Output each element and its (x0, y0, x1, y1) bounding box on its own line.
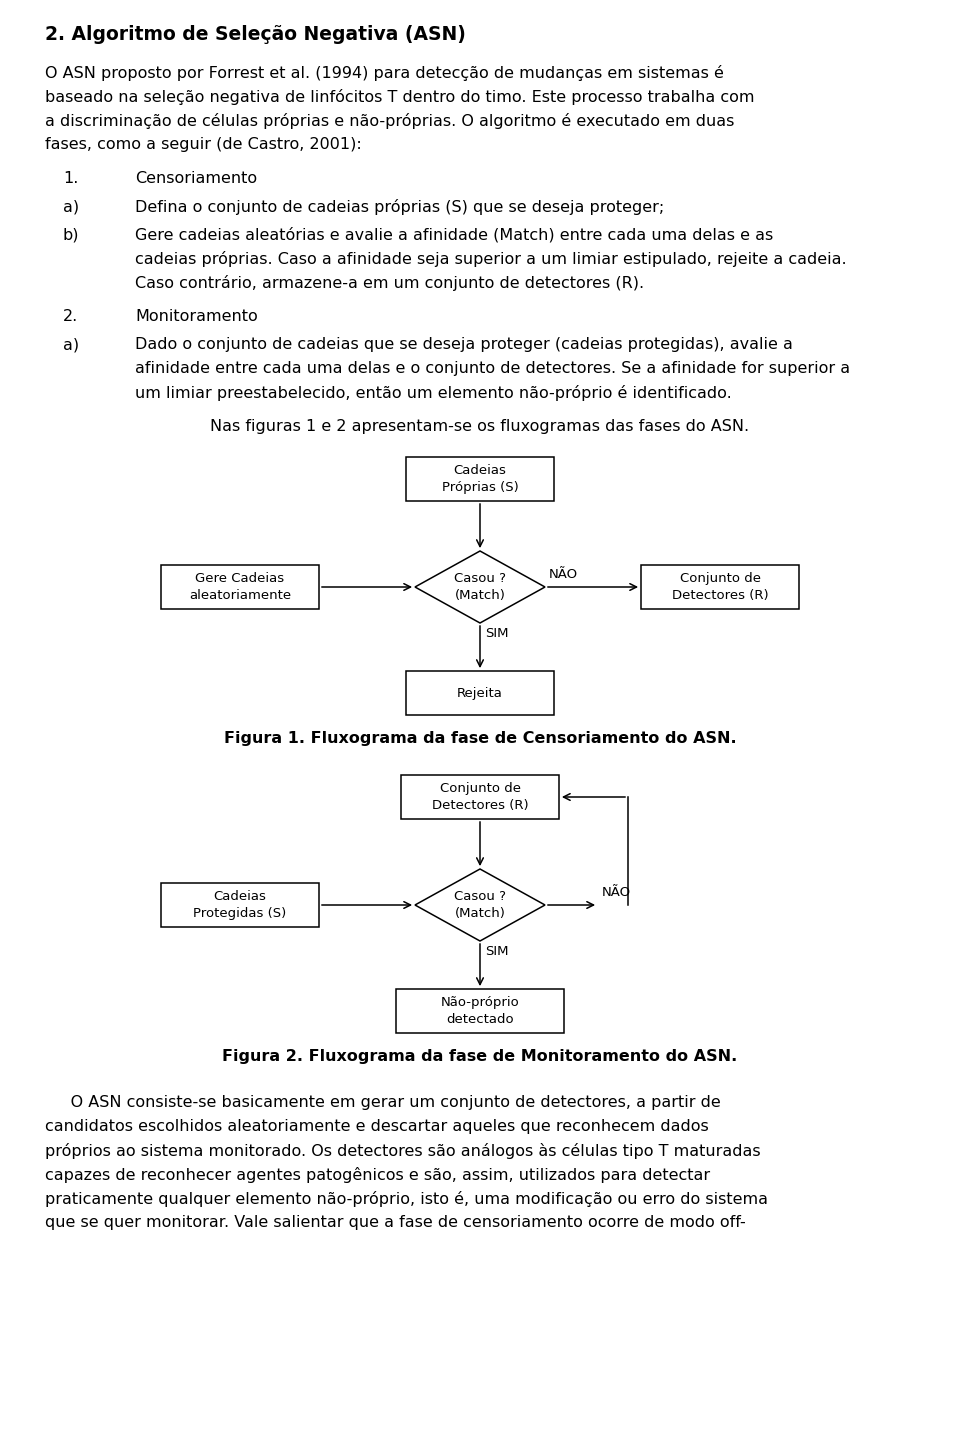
Text: Dado o conjunto de cadeias que se deseja proteger (cadeias protegidas), avalie a: Dado o conjunto de cadeias que se deseja… (135, 337, 793, 352)
Text: Monitoramento: Monitoramento (135, 309, 257, 324)
Text: a discriminação de células próprias e não-próprias. O algoritmo é executado em d: a discriminação de células próprias e nã… (45, 113, 734, 129)
Text: praticamente qualquer elemento não-próprio, isto é, uma modificação ou erro do s: praticamente qualquer elemento não-própr… (45, 1191, 768, 1207)
Text: capazes de reconhecer agentes patogênicos e são, assim, utilizados para detectar: capazes de reconhecer agentes patogênico… (45, 1167, 710, 1183)
Text: Não-próprio
detectado: Não-próprio detectado (441, 995, 519, 1026)
Text: Caso contrário, armazene-a em um conjunto de detectores (R).: Caso contrário, armazene-a em um conjunt… (135, 275, 644, 291)
Polygon shape (415, 551, 545, 623)
Text: baseado na seleção negativa de linfócitos T dentro do timo. Este processo trabal: baseado na seleção negativa de linfócito… (45, 89, 755, 105)
Text: SIM: SIM (485, 628, 509, 639)
Text: fases, como a seguir (de Castro, 2001):: fases, como a seguir (de Castro, 2001): (45, 137, 362, 153)
Text: próprios ao sistema monitorado. Os detectores são análogos às células tipo T mat: próprios ao sistema monitorado. Os detec… (45, 1144, 760, 1159)
Text: Gere Cadeias
aleatoriamente: Gere Cadeias aleatoriamente (189, 572, 291, 602)
Text: NÃO: NÃO (602, 886, 631, 899)
Text: b): b) (63, 227, 80, 243)
Text: a): a) (63, 199, 79, 214)
Text: Cadeias
Protegidas (S): Cadeias Protegidas (S) (193, 891, 287, 920)
Text: O ASN proposto por Forrest et al. (1994) para detecção de mudanças em sistemas é: O ASN proposto por Forrest et al. (1994)… (45, 65, 724, 81)
Text: Casou ?
(Match): Casou ? (Match) (454, 572, 506, 602)
Text: Nas figuras 1 e 2 apresentam-se os fluxogramas das fases do ASN.: Nas figuras 1 e 2 apresentam-se os fluxo… (210, 418, 750, 434)
Text: NÃO: NÃO (549, 568, 578, 581)
FancyBboxPatch shape (406, 458, 554, 501)
Text: Gere cadeias aleatórias e avalie a afinidade (Match) entre cada uma delas e as: Gere cadeias aleatórias e avalie a afini… (135, 227, 773, 243)
Text: Conjunto de
Detectores (R): Conjunto de Detectores (R) (432, 782, 528, 812)
Text: SIM: SIM (485, 944, 509, 958)
FancyBboxPatch shape (161, 565, 319, 609)
Text: a): a) (63, 337, 79, 352)
Text: Figura 2. Fluxograma da fase de Monitoramento do ASN.: Figura 2. Fluxograma da fase de Monitora… (223, 1049, 737, 1064)
FancyBboxPatch shape (641, 565, 799, 609)
FancyBboxPatch shape (161, 883, 319, 927)
Text: Casou ?
(Match): Casou ? (Match) (454, 891, 506, 920)
Text: Defina o conjunto de cadeias próprias (S) que se deseja proteger;: Defina o conjunto de cadeias próprias (S… (135, 199, 664, 215)
Text: Censoriamento: Censoriamento (135, 171, 257, 186)
Text: O ASN consiste-se basicamente em gerar um conjunto de detectores, a partir de: O ASN consiste-se basicamente em gerar u… (45, 1096, 721, 1110)
Text: que se quer monitorar. Vale salientar que a fase de censoriamento ocorre de modo: que se quer monitorar. Vale salientar qu… (45, 1215, 746, 1231)
Text: 2. Algoritmo de Seleção Negativa (ASN): 2. Algoritmo de Seleção Negativa (ASN) (45, 25, 466, 44)
FancyBboxPatch shape (401, 774, 559, 819)
Text: um limiar preestabelecido, então um elemento não-próprio é identificado.: um limiar preestabelecido, então um elem… (135, 385, 732, 401)
Text: Figura 1. Fluxograma da fase de Censoriamento do ASN.: Figura 1. Fluxograma da fase de Censoria… (224, 731, 736, 745)
Text: Conjunto de
Detectores (R): Conjunto de Detectores (R) (672, 572, 768, 602)
FancyBboxPatch shape (406, 671, 554, 715)
Text: 1.: 1. (63, 171, 79, 186)
Text: afinidade entre cada uma delas e o conjunto de detectores. Se a afinidade for su: afinidade entre cada uma delas e o conju… (135, 360, 851, 376)
Text: candidatos escolhidos aleatoriamente e descartar aqueles que reconhecem dados: candidatos escolhidos aleatoriamente e d… (45, 1119, 708, 1133)
Text: 2.: 2. (63, 309, 79, 324)
FancyBboxPatch shape (396, 989, 564, 1033)
Polygon shape (415, 869, 545, 942)
Text: Cadeias
Próprias (S): Cadeias Próprias (S) (442, 464, 518, 494)
Text: Rejeita: Rejeita (457, 686, 503, 699)
Text: cadeias próprias. Caso a afinidade seja superior a um limiar estipulado, rejeite: cadeias próprias. Caso a afinidade seja … (135, 251, 847, 267)
